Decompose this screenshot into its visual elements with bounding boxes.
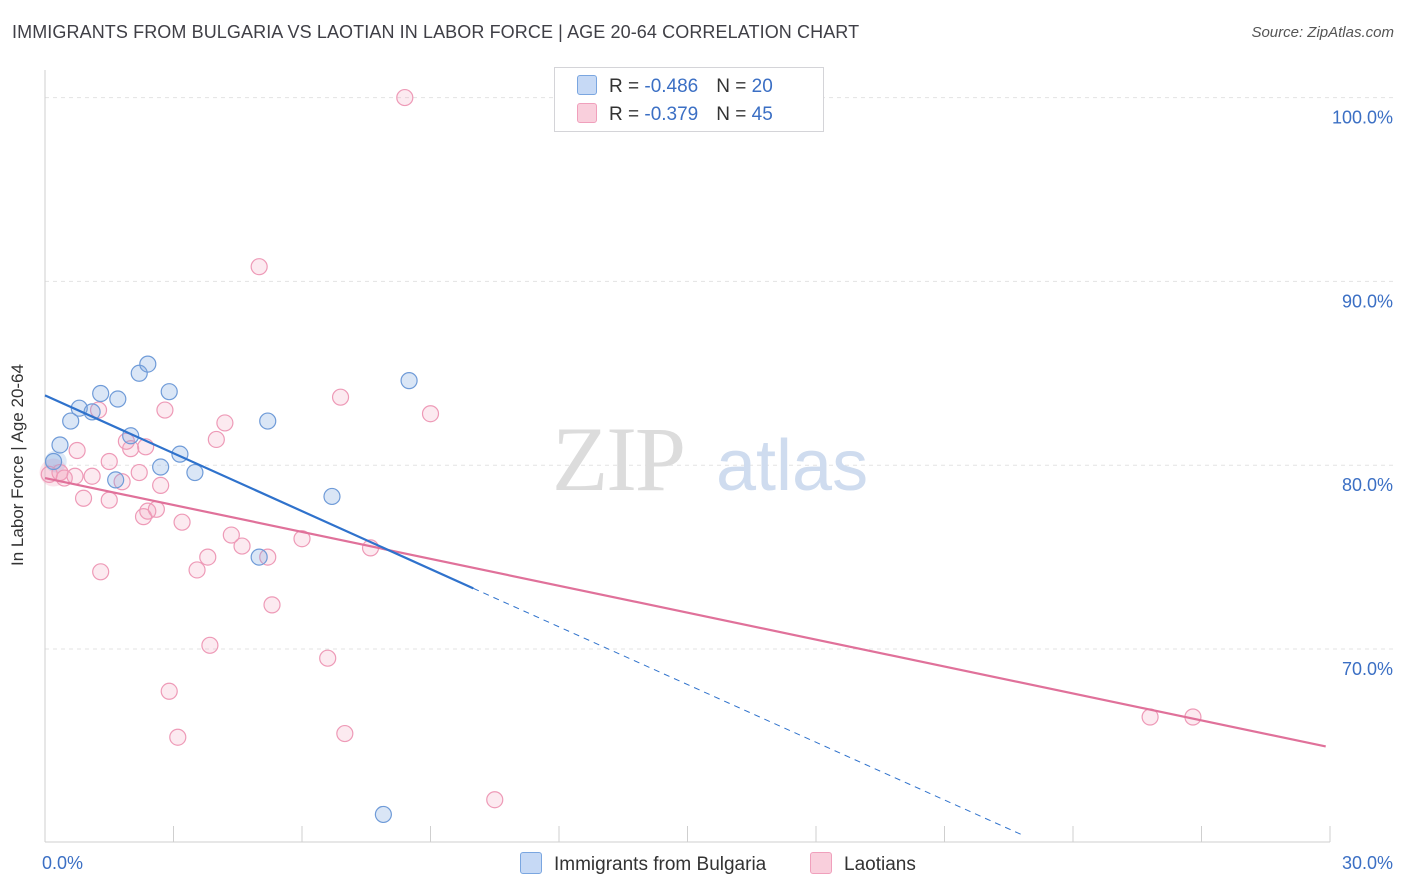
x-tick-label: 30.0% [1342, 853, 1393, 873]
chart-title: IMMIGRANTS FROM BULGARIA VS LAOTIAN IN L… [12, 22, 860, 42]
point-bulgaria [92, 384, 110, 403]
point-laotian [152, 476, 170, 495]
point-laotian [160, 682, 178, 700]
tick-labels: 70.0% 80.0% 90.0% 100.0% 0.0% 30.0% [42, 108, 1393, 873]
point-laotian [100, 452, 118, 471]
point-bulgaria [62, 412, 80, 430]
point-bulgaria [44, 452, 63, 471]
x-tick-label: 0.0% [42, 853, 83, 873]
point-bulgaria [107, 471, 125, 489]
point-bulgaria [250, 548, 268, 566]
series-swatch-bulgaria [520, 852, 542, 874]
point-laotian [396, 88, 414, 107]
point-laotian [147, 500, 165, 518]
y-axis-label: In Labor Force | Age 20-64 [8, 364, 27, 566]
point-bulgaria [323, 487, 341, 506]
y-tick-label: 90.0% [1342, 291, 1393, 311]
point-laotian [169, 728, 187, 746]
point-laotian [74, 489, 93, 507]
point-laotian [188, 561, 206, 579]
point-laotian [263, 596, 281, 614]
point-bulgaria [152, 458, 170, 476]
point-laotian [199, 548, 217, 566]
legend-r-label: R = [609, 104, 645, 125]
point-bulgaria [51, 436, 69, 454]
point-laotian [216, 414, 234, 432]
series-label-laotian: Laotians [844, 854, 916, 875]
y-tick-label: 70.0% [1342, 659, 1393, 679]
point-laotian [66, 467, 84, 485]
legend-r-value: -0.486 [644, 76, 699, 97]
trend-lines [44, 394, 1326, 836]
series-legend-laotian: Laotians [810, 852, 916, 876]
stats-legend: R = -0.486 N = 20 R = -0.379 N = 45 [554, 67, 824, 132]
data-points [39, 88, 1202, 824]
gridlines [45, 97, 1395, 650]
watermark: ZIP atlas [552, 408, 868, 510]
legend-row-bulgaria: R = -0.486 N = 20 [577, 75, 773, 98]
point-bulgaria [139, 355, 157, 373]
legend-n-label: N = [716, 76, 752, 97]
point-laotian [207, 430, 225, 449]
point-laotian [233, 537, 251, 555]
legend-n-value: 45 [751, 104, 773, 125]
point-laotian [89, 401, 108, 419]
series-swatch-laotian [810, 852, 832, 874]
point-laotian [331, 388, 350, 406]
legend-n-value: 20 [751, 76, 773, 97]
point-bulgaria [160, 383, 178, 401]
point-laotian [113, 473, 131, 491]
trend-extension-bulgaria [473, 587, 1022, 836]
y-tick-label: 100.0% [1332, 108, 1393, 128]
legend-r-label: R = [609, 76, 645, 97]
series-legend-bulgaria: Immigrants from Bulgaria [520, 852, 766, 876]
point-laotian [293, 530, 311, 548]
point-laotian [100, 491, 118, 509]
point-bulgaria [400, 372, 418, 390]
point-laotian [83, 467, 101, 485]
watermark-atlas: atlas [716, 426, 868, 506]
point-laotian [421, 405, 440, 423]
point-laotian [68, 441, 86, 460]
series-label-bulgaria: Immigrants from Bulgaria [554, 854, 767, 875]
point-laotian [222, 526, 240, 544]
trend-line-laotian [44, 476, 1326, 748]
point-bulgaria [374, 805, 392, 824]
point-bulgaria [109, 390, 127, 408]
point-bulgaria [186, 463, 204, 482]
legend-swatch-laotian [577, 103, 597, 123]
point-laotian [319, 649, 337, 667]
point-laotian [92, 563, 110, 581]
axes [44, 70, 1331, 843]
point-laotian [130, 463, 148, 482]
point-laotian [173, 513, 191, 531]
y-tick-label: 80.0% [1342, 475, 1393, 495]
point-laotian [486, 791, 504, 809]
legend-r-value: -0.379 [644, 104, 699, 125]
legend-n-label: N = [716, 104, 752, 125]
point-laotian [156, 401, 174, 419]
point-bulgaria [130, 364, 148, 382]
legend-row-laotian: R = -0.379 N = 45 [577, 103, 773, 126]
point-bulgaria [259, 412, 277, 430]
trend-line-bulgaria [44, 394, 474, 590]
source-label: Source: ZipAtlas.com [1251, 24, 1394, 41]
point-laotian [250, 258, 268, 276]
watermark-zip: ZIP [552, 408, 684, 510]
point-laotian [122, 440, 140, 458]
point-laotian [336, 724, 354, 743]
point-laotian [201, 636, 219, 654]
legend-swatch-bulgaria [577, 75, 597, 95]
